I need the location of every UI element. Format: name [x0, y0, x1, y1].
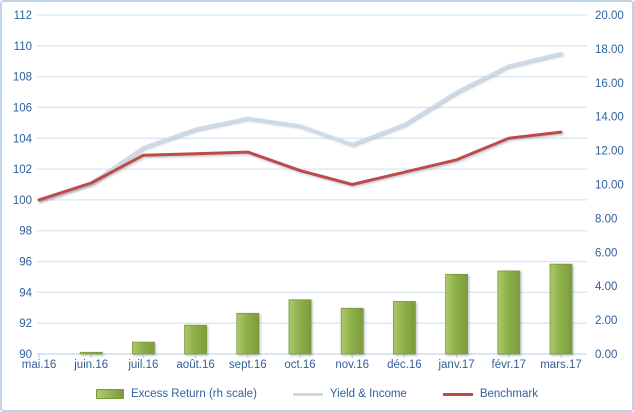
- legend-label: Excess Return (rh scale): [131, 388, 257, 400]
- x-axis-label: nov.16: [335, 359, 369, 371]
- line-yield-income[interactable]: [37, 52, 563, 202]
- legend-item-benchmark[interactable]: Benchmark: [442, 388, 538, 400]
- left-axis-tick-label: 112: [14, 10, 32, 22]
- x-axis-label: déc.16: [387, 359, 422, 371]
- right-axis-tick-label: 4.00: [595, 281, 617, 293]
- line-yield-income-path[interactable]: [37, 52, 563, 202]
- left-axis-tick-label: 104: [13, 133, 33, 145]
- bar[interactable]: [497, 270, 521, 355]
- legend-item-yield-income[interactable]: Yield & Income: [292, 388, 407, 400]
- right-axis-tick-label: 14.00: [595, 112, 624, 124]
- bar[interactable]: [288, 299, 312, 355]
- left-axis-tick-label: 100: [13, 195, 32, 207]
- right-axis-tick-label: 10.00: [595, 180, 624, 192]
- left-axis-tick-label: 96: [19, 257, 32, 269]
- left-axis-tick-label: 94: [19, 287, 32, 299]
- right-axis-tick-label: 8.00: [595, 213, 617, 225]
- chart-legend: Excess Return (rh scale) Yield & Income Be…: [2, 388, 632, 400]
- x-axis-labels: mai.16 juin.16 juil.16 août.16 sept.16 oct.16…: [22, 359, 582, 371]
- legend-item-excess-return[interactable]: Excess Return (rh scale): [96, 388, 257, 400]
- right-axis-labels: 0.00 2.00 4.00 6.00 8.00 10.00 12.00 14.00 16.00…: [595, 10, 624, 361]
- legend-label: Benchmark: [479, 388, 538, 400]
- left-axis-tick-label: 110: [14, 41, 32, 53]
- x-axis-label: juin.16: [73, 359, 108, 371]
- bar[interactable]: [79, 351, 103, 355]
- x-axis-label: mars.17: [540, 359, 582, 371]
- x-axis-label: févr.17: [492, 359, 527, 371]
- x-axis-ticks: [38, 354, 562, 358]
- left-axis-tick-label: 92: [19, 318, 32, 330]
- bar-series-excess-return[interactable]: [79, 263, 573, 355]
- x-axis-label: janv.17: [437, 359, 474, 371]
- legend-line-swatch: [292, 392, 323, 396]
- bar[interactable]: [549, 263, 573, 355]
- right-axis-tick-label: 16.00: [595, 78, 624, 90]
- bar[interactable]: [445, 273, 469, 355]
- right-axis-tick-label: 12.00: [595, 146, 624, 158]
- x-axis-label: juil.16: [127, 359, 158, 371]
- line-benchmark-path[interactable]: [37, 130, 563, 202]
- bar[interactable]: [340, 307, 364, 355]
- right-axis-tick-label: 18.00: [595, 44, 624, 56]
- left-axis-labels: 90 92 94 96 98 100 102 104 106 108 110 112: [13, 10, 33, 361]
- left-axis-tick-label: 108: [13, 72, 32, 84]
- bar[interactable]: [131, 341, 155, 355]
- bar[interactable]: [184, 324, 208, 355]
- bar[interactable]: [392, 301, 416, 355]
- legend-line-swatch: [442, 392, 473, 396]
- right-axis-tick-label: 2.00: [595, 315, 617, 327]
- legend-label: Yield & Income: [329, 388, 407, 400]
- left-axis-tick-label: 98: [19, 226, 32, 238]
- left-axis-tick-label: 102: [13, 164, 32, 176]
- line-benchmark[interactable]: [37, 130, 563, 202]
- gridlines: [37, 14, 587, 355]
- right-axis-tick-label: 6.00: [595, 247, 617, 259]
- x-axis-label: oct.16: [284, 359, 315, 371]
- left-axis-tick-label: 106: [13, 102, 32, 114]
- x-axis-label: sept.16: [229, 359, 267, 371]
- legend-bar-swatch: [96, 389, 124, 399]
- x-axis-label: août.16: [176, 359, 214, 371]
- left-axis-tick-label: 90: [19, 349, 32, 361]
- x-axis-label: mai.16: [22, 359, 57, 371]
- right-axis-tick-label: 20.00: [595, 10, 624, 22]
- bar[interactable]: [236, 312, 260, 355]
- right-axis-tick-label: 0.00: [595, 349, 617, 361]
